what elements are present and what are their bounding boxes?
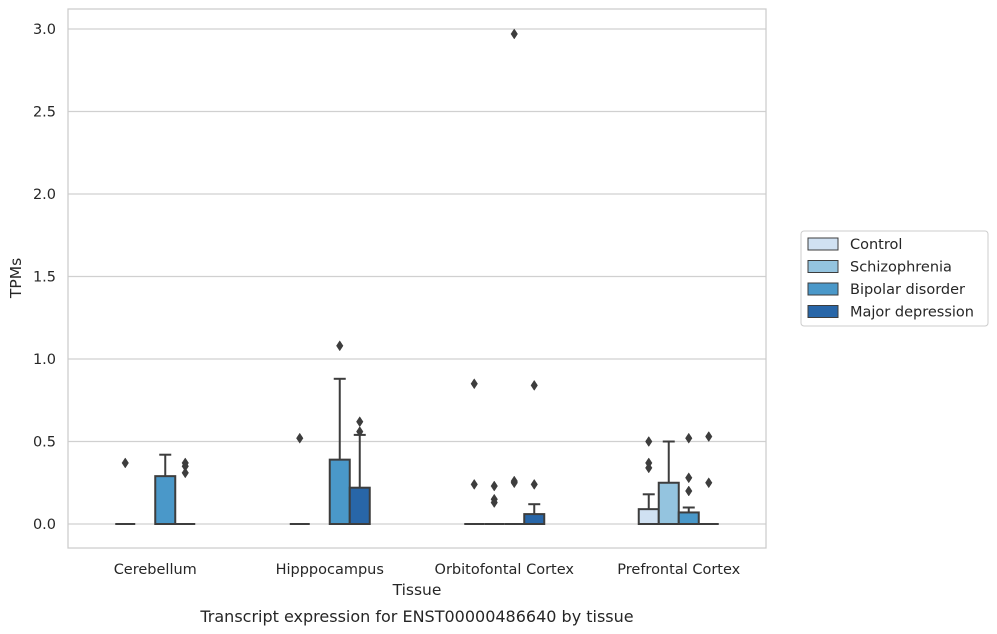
legend-frame [800,230,989,327]
box-bipolar-disorder [154,453,177,525]
outlier-point [645,462,653,474]
outlier-point [470,378,478,390]
box-body [348,486,371,526]
box-body [677,511,700,526]
y-axis-label: TPMs [7,258,25,299]
x-tick-label: Hipppocampus [276,562,384,578]
outlier-point [510,28,518,40]
outlier-point [705,431,713,443]
box-control [464,378,485,525]
y-tick-label: 1.5 [33,270,56,286]
outlier-point [705,477,713,489]
y-tick-label: 1.0 [33,352,56,368]
y-tick-label: 0.5 [33,435,56,451]
box-body [154,475,177,525]
y-tick-label: 2.5 [33,105,56,121]
outlier-point [530,379,538,391]
box-body [657,481,680,525]
outlier-point [121,457,129,469]
box-body [637,508,660,525]
x-axis-tick-labels: Cerebellum Hipppocampus Orbitofontal Corte… [114,562,741,578]
outlier-point [645,436,653,447]
x-tick-label: Prefrontal Cortex [617,562,740,578]
outlier-point [685,432,693,444]
outlier-point [490,497,498,509]
box-bipolar-disorder [504,28,525,525]
legend: Control Schizophrenia Bipolar disorder Majo… [800,230,989,327]
plot-area-frame [67,8,767,549]
box-major-depression [523,379,546,525]
y-axis-tick-labels: 0.0 0.5 1.0 1.5 2.0 2.5 3.0 [33,22,56,533]
x-tick-label: Cerebellum [114,562,197,578]
box-major-depression [175,457,196,525]
x-axis-label: Tissue [392,581,442,599]
outlier-point [356,426,364,438]
outlier-point [510,477,518,489]
outlier-point [296,432,304,444]
y-tick-label: 0.0 [33,517,56,533]
y-tick-label: 3.0 [33,22,56,38]
outlier-point [356,416,364,428]
legend-label: Major depression [850,305,974,321]
outlier-point [490,480,498,492]
box-control [115,457,136,525]
box-major-depression [698,431,719,525]
legend-label: Control [850,237,902,253]
legend-label: Bipolar disorder [850,282,965,298]
box-control [637,436,660,525]
box-schizophrenia [484,480,505,525]
box-schizophrenia [657,440,680,525]
legend-swatch [807,260,839,273]
box-control [289,432,310,525]
gridlines [68,28,766,525]
box-body [523,513,546,525]
box-bipolar-disorder [328,340,351,525]
outlier-point [181,467,189,479]
figure-caption: Transcript expression for ENST0000048664… [199,607,633,626]
outlier-point [470,478,478,490]
box-bipolar-disorder [677,432,700,526]
legend-swatch [807,305,839,318]
legend-swatch [807,282,839,296]
outlier-point [336,340,344,352]
x-tick-label: Orbitofontal Cortex [435,562,575,578]
legend-label: Schizophrenia [850,260,952,276]
outlier-point [530,478,538,490]
outlier-point [685,485,693,497]
legend-swatch [807,237,839,251]
box-marks [115,28,719,526]
box-major-depression [348,416,371,526]
box-body [328,458,351,525]
y-tick-label: 2.0 [33,187,56,203]
outlier-point [685,472,693,484]
